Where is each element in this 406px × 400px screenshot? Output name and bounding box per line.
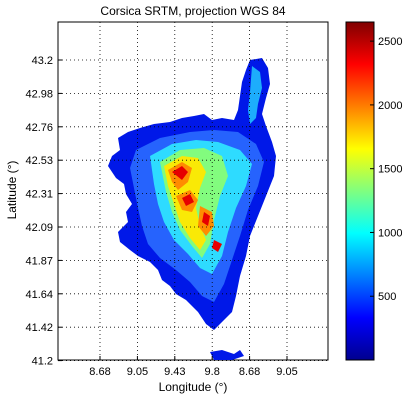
y-tick-label: 41.2 xyxy=(32,356,53,368)
terrain-red-peaks xyxy=(172,166,222,252)
tick-layer: 8.68 9.05 9.43 9.8 8.68 9.05 43.2 42.98 42.76 42.… xyxy=(25,55,297,378)
y-tick-label: 42.76 xyxy=(25,122,53,134)
x-tick-label: 9.8 xyxy=(205,366,220,378)
grid-layer xyxy=(58,22,328,362)
y-tick-label: 41.87 xyxy=(25,255,53,267)
y-tick-label: 42.98 xyxy=(25,88,53,100)
x-tick-label: 8.68 xyxy=(89,366,110,378)
y-tick-label: 42.53 xyxy=(25,155,53,167)
terrain-map xyxy=(108,58,276,360)
chart-title: Corsica SRTM, projection WGS 84 xyxy=(100,4,286,18)
colorbar xyxy=(345,21,375,361)
terrain-cape-ridge xyxy=(248,66,262,124)
colorbar-tick-label: 2500 xyxy=(378,36,402,48)
colorbar-ticks: 500 1000 1500 2000 2500 xyxy=(370,36,402,303)
colorbar-tick-label: 1500 xyxy=(378,164,402,176)
x-axis-label: Longitude (°) xyxy=(158,380,228,394)
y-tick-label: 43.2 xyxy=(32,55,53,67)
x-tick-label: 9.43 xyxy=(164,366,185,378)
colorbar-tick-label: 1000 xyxy=(378,227,402,239)
y-tick-label: 41.64 xyxy=(25,289,53,301)
y-tick-label: 42.31 xyxy=(25,189,53,201)
x-tick-label: 9.05 xyxy=(276,366,297,378)
colorbar-tick-label: 2000 xyxy=(378,100,402,112)
y-tick-label: 41.42 xyxy=(25,322,53,334)
x-tick-label: 8.68 xyxy=(239,366,260,378)
island-southern-tip xyxy=(210,350,244,360)
y-tick-label: 42.09 xyxy=(25,222,53,234)
x-tick-label: 9.05 xyxy=(127,366,148,378)
colorbar-tick-label: 500 xyxy=(378,291,396,303)
